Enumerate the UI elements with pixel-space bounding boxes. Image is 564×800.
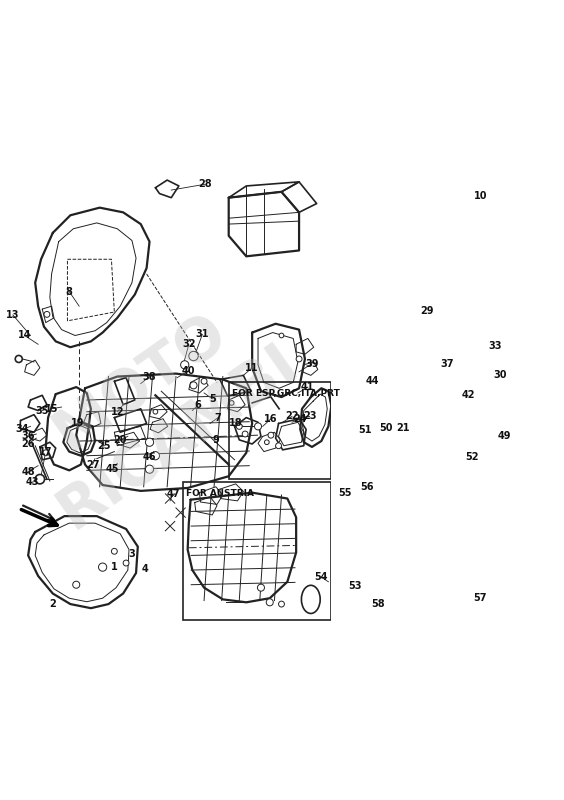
- Text: 25: 25: [98, 441, 111, 450]
- Text: 5: 5: [209, 394, 215, 404]
- Text: 3: 3: [129, 549, 135, 558]
- Text: 22: 22: [285, 411, 299, 422]
- Text: 17: 17: [39, 446, 52, 457]
- Circle shape: [276, 443, 281, 449]
- Text: 21: 21: [396, 423, 410, 433]
- Text: 34: 34: [16, 424, 29, 434]
- Circle shape: [189, 351, 198, 361]
- Bar: [183, 482, 331, 620]
- Text: 48: 48: [21, 466, 35, 477]
- Circle shape: [268, 432, 274, 438]
- Circle shape: [265, 440, 269, 445]
- Text: 39: 39: [305, 358, 319, 369]
- Circle shape: [99, 563, 107, 571]
- Text: 27: 27: [86, 459, 99, 470]
- Text: 12: 12: [111, 406, 124, 417]
- Text: 4: 4: [142, 564, 149, 574]
- Text: 19: 19: [70, 418, 84, 429]
- Text: 2: 2: [50, 599, 56, 609]
- Text: 9: 9: [213, 435, 219, 445]
- Text: 24: 24: [293, 414, 307, 424]
- Circle shape: [112, 548, 117, 554]
- Text: 50: 50: [379, 423, 393, 433]
- Circle shape: [146, 438, 153, 446]
- Text: 18: 18: [229, 418, 243, 429]
- Circle shape: [35, 474, 45, 484]
- Text: 23: 23: [303, 411, 316, 422]
- Text: 10: 10: [474, 191, 488, 201]
- Text: FOR ESP,GRC,ITA,PRT: FOR ESP,GRC,ITA,PRT: [232, 390, 340, 398]
- Text: 7: 7: [215, 413, 222, 422]
- Circle shape: [254, 423, 262, 430]
- Circle shape: [190, 382, 197, 389]
- Text: 54: 54: [315, 572, 328, 582]
- Text: 16: 16: [264, 414, 277, 424]
- Text: 52: 52: [465, 453, 479, 462]
- Circle shape: [236, 423, 242, 430]
- Text: 29: 29: [420, 306, 434, 316]
- Text: 56: 56: [360, 482, 373, 492]
- Circle shape: [123, 560, 129, 566]
- Text: 33: 33: [489, 341, 503, 351]
- Circle shape: [43, 450, 49, 456]
- Circle shape: [44, 311, 50, 318]
- Text: 40: 40: [182, 366, 196, 376]
- Circle shape: [242, 431, 248, 437]
- Circle shape: [15, 355, 23, 362]
- Text: 36: 36: [21, 431, 35, 442]
- Text: 31: 31: [196, 330, 209, 339]
- Circle shape: [230, 401, 234, 406]
- Text: 47: 47: [166, 489, 180, 499]
- Text: MOTO
RICAMBI: MOTO RICAMBI: [9, 279, 309, 540]
- Text: 46: 46: [143, 453, 156, 462]
- Text: 8: 8: [66, 286, 73, 297]
- Text: 43: 43: [25, 477, 39, 487]
- Text: 45: 45: [106, 464, 120, 474]
- Text: 35: 35: [36, 406, 49, 415]
- Text: 11: 11: [245, 362, 259, 373]
- Text: FOR AUSTRIA: FOR AUSTRIA: [186, 489, 254, 498]
- Text: 44: 44: [365, 376, 379, 386]
- Text: 55: 55: [338, 488, 351, 498]
- Text: 15: 15: [45, 404, 58, 414]
- Text: 1: 1: [111, 562, 118, 572]
- Circle shape: [73, 582, 80, 588]
- Text: 32: 32: [182, 339, 196, 350]
- Text: 53: 53: [348, 582, 362, 591]
- Circle shape: [153, 410, 158, 414]
- Text: 26: 26: [21, 439, 35, 449]
- Circle shape: [201, 378, 207, 384]
- Circle shape: [146, 465, 153, 474]
- Text: 41: 41: [301, 382, 315, 392]
- Text: 49: 49: [497, 431, 511, 442]
- Text: 57: 57: [473, 594, 486, 603]
- Circle shape: [266, 598, 274, 606]
- Text: 14: 14: [18, 330, 32, 341]
- Bar: [229, 382, 331, 479]
- Text: 30: 30: [493, 370, 506, 380]
- Text: 42: 42: [461, 390, 475, 400]
- Circle shape: [180, 361, 189, 369]
- Text: 6: 6: [195, 400, 201, 410]
- Circle shape: [296, 356, 302, 362]
- Text: 28: 28: [199, 179, 212, 189]
- Text: 37: 37: [440, 358, 453, 369]
- Circle shape: [257, 584, 265, 591]
- Text: 51: 51: [358, 426, 372, 435]
- Text: 38: 38: [143, 371, 156, 382]
- Circle shape: [151, 452, 160, 460]
- Circle shape: [279, 333, 284, 338]
- Text: 20: 20: [113, 435, 127, 445]
- Text: 58: 58: [372, 599, 385, 609]
- Text: 13: 13: [6, 310, 20, 320]
- Circle shape: [279, 601, 284, 607]
